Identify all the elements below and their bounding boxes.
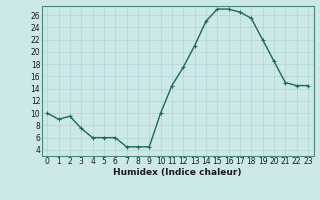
X-axis label: Humidex (Indice chaleur): Humidex (Indice chaleur)	[113, 168, 242, 177]
